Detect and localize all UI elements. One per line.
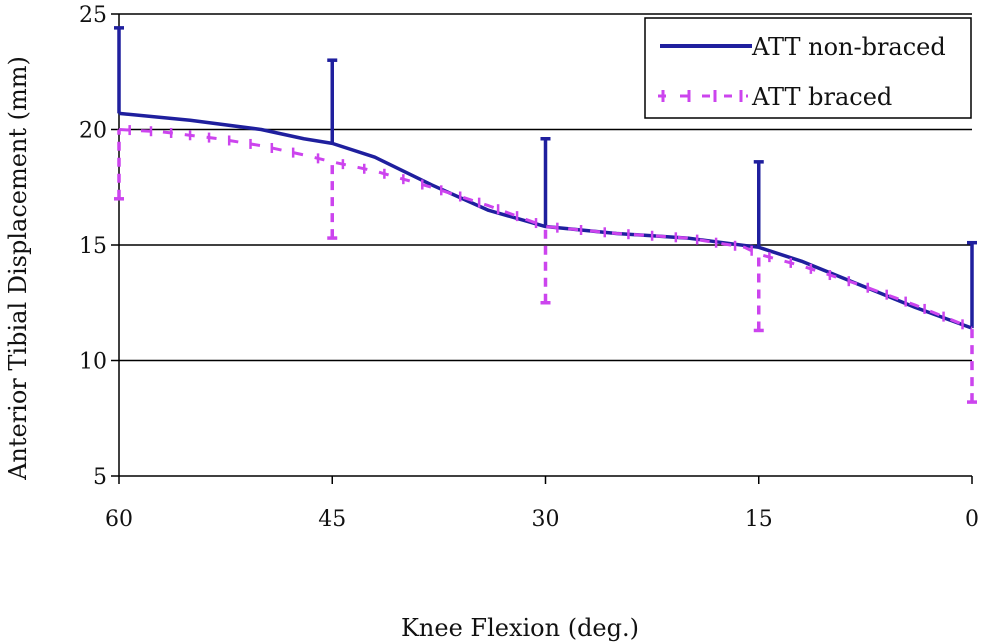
tick-labels: 5 10 15 20 25 60 45 30 15 0 <box>79 3 979 532</box>
series-layer <box>114 26 977 404</box>
error-bar <box>327 58 338 144</box>
legend: ATT non-braced ATT braced <box>644 17 972 119</box>
error-bar <box>114 26 124 114</box>
error-bar <box>967 328 977 404</box>
error-bar <box>327 161 338 240</box>
error-bar <box>967 240 977 329</box>
x-tick-label: 0 <box>965 507 979 532</box>
error-bar <box>540 136 551 227</box>
x-tick-label: 60 <box>105 507 133 532</box>
x-tick-label: 30 <box>532 507 560 532</box>
error-bar <box>114 129 124 201</box>
legend-label-braced: ATT braced <box>751 83 892 111</box>
y-tick-label: 25 <box>79 3 107 28</box>
error-bar <box>753 254 764 333</box>
y-tick-label: 20 <box>79 119 107 144</box>
error-bar <box>753 160 764 248</box>
legend-label-non-braced: ATT non-braced <box>751 33 946 61</box>
x-tick-label: 45 <box>318 507 346 532</box>
x-axis-title: Knee Flexion (deg.) <box>401 614 639 642</box>
legend-swatch-braced <box>658 90 748 102</box>
y-tick-label: 5 <box>93 465 107 490</box>
y-tick-label: 15 <box>79 234 107 259</box>
legend-box <box>644 17 972 119</box>
y-tick-label: 10 <box>79 350 107 375</box>
error-bar <box>540 226 551 305</box>
x-tick-label: 15 <box>745 507 773 532</box>
y-axis-title: Anterior Tibial Displacement (mm) <box>4 56 32 481</box>
series-1 <box>114 125 977 404</box>
